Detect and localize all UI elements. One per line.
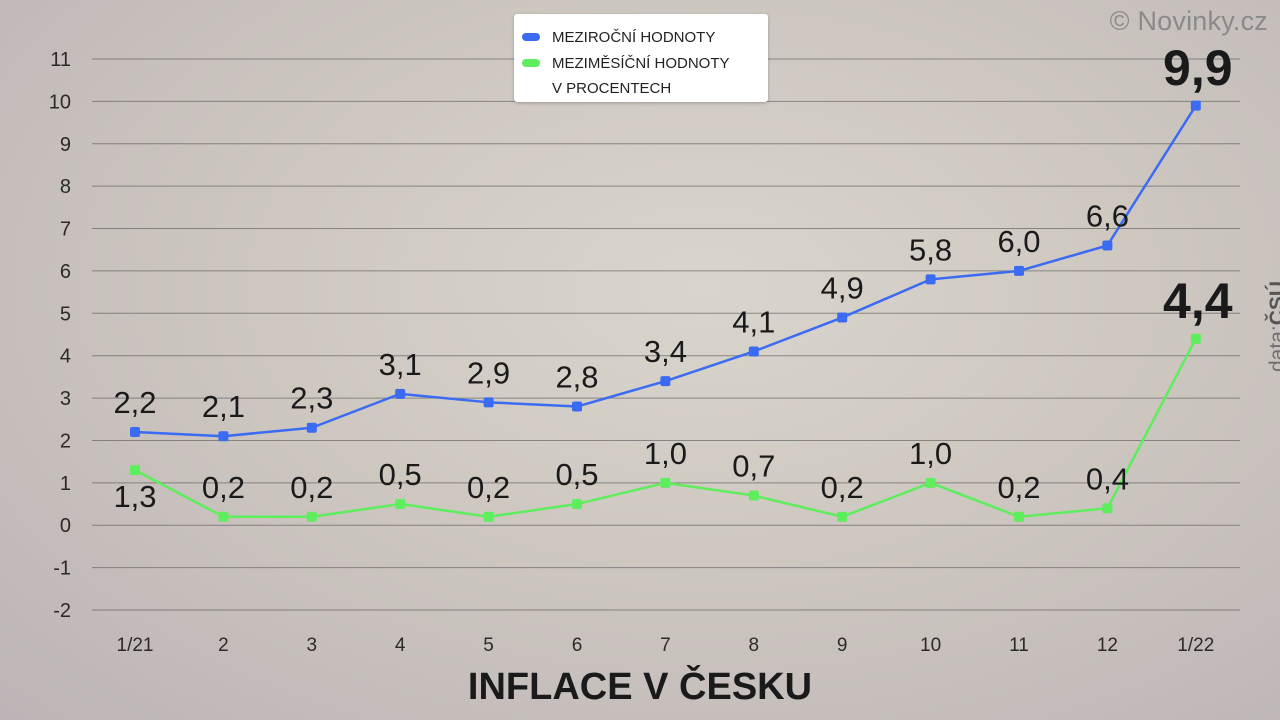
data-label-yoy: 2,1: [202, 389, 245, 424]
legend-item-yoy: MEZIROČNÍ HODNOTY: [522, 24, 760, 50]
data-label-mom: 1,0: [909, 436, 952, 471]
data-label-mom: 0,2: [290, 470, 333, 505]
data-point-yoy: [130, 426, 140, 437]
x-tick-label: 1/22: [1177, 635, 1214, 656]
data-label-mom: 0,5: [379, 457, 422, 492]
x-tick-label: 12: [1097, 635, 1118, 656]
legend: MEZIROČNÍ HODNOTY MEZIMĚSÍČNÍ HODNOTY V …: [514, 14, 768, 102]
data-source-name: ČSÚ: [1266, 280, 1280, 326]
y-tick-label: 1: [60, 473, 71, 495]
data-label-mom: 0,4: [1086, 461, 1129, 496]
data-point-mom: [1190, 333, 1201, 344]
data-label-yoy: 2,2: [113, 385, 156, 420]
x-tick-label: 9: [837, 635, 848, 656]
data-point-yoy: [748, 346, 759, 357]
data-label-mom: 0,2: [997, 470, 1040, 505]
x-tick-label: 7: [660, 635, 671, 656]
legend-label-yoy: MEZIROČNÍ HODNOTY: [552, 28, 716, 46]
y-tick-label: 10: [49, 91, 71, 113]
data-source-prefix: data:: [1266, 325, 1280, 372]
data-point-mom: [306, 511, 317, 522]
data-label-yoy: 5,8: [909, 232, 952, 267]
data-point-yoy: [837, 312, 848, 323]
x-tick-label: 3: [307, 635, 318, 656]
data-point-mom: [395, 499, 406, 510]
y-tick-label: 7: [60, 219, 71, 241]
data-label-yoy: 3,4: [644, 334, 687, 369]
data-point-mom: [130, 465, 140, 476]
y-tick-label: 4: [60, 346, 71, 368]
data-label-mom: 1,0: [644, 436, 687, 471]
data-point-yoy: [218, 431, 229, 442]
data-point-mom: [1102, 503, 1113, 514]
data-label-yoy: 6,0: [997, 224, 1040, 259]
data-point-yoy: [572, 401, 582, 412]
x-tick-label: 1/21: [117, 635, 154, 656]
y-tick-label: -2: [53, 600, 71, 622]
data-point-mom: [925, 477, 936, 488]
y-tick-label: 11: [50, 49, 71, 71]
data-label-yoy: 3,1: [379, 347, 422, 382]
legend-label-mom: MEZIMĚSÍČNÍ HODNOTY: [552, 54, 730, 72]
y-tick-label: 5: [60, 303, 71, 325]
data-point-yoy: [1102, 240, 1113, 251]
data-point-yoy: [395, 388, 406, 399]
legend-swatch-mom: [522, 59, 540, 67]
data-label-yoy: 2,9: [467, 355, 510, 390]
x-tick-label: 8: [749, 635, 760, 656]
y-tick-label: -1: [53, 558, 71, 580]
data-label-mom: 0,5: [555, 457, 598, 492]
x-tick-label: 11: [1009, 635, 1029, 656]
chart-title: INFLACE V ČESKU: [467, 666, 813, 708]
data-point-mom: [660, 477, 671, 488]
data-point-yoy: [483, 397, 494, 408]
data-point-mom: [218, 511, 229, 522]
y-tick-label: 3: [60, 388, 71, 410]
data-label-mom: 0,2: [202, 470, 245, 505]
data-label-yoy: 6,6: [1086, 198, 1129, 233]
data-point-mom: [1014, 511, 1024, 522]
data-label-yoy: 2,3: [290, 381, 333, 416]
data-label-mom: 0,7: [732, 449, 775, 484]
series-lines: [130, 100, 1201, 522]
y-axis-ticks: -2 -1 0 1 2 3 4 5 6 7 8 9 10 11: [49, 49, 71, 622]
y-tick-label: 8: [60, 176, 71, 198]
y-tick-label: 2: [60, 430, 71, 452]
data-label-yoy: 4,9: [821, 271, 864, 306]
data-label-mom: 4,4: [1163, 273, 1233, 329]
brand-logo: © Novinky.cz: [1109, 6, 1268, 36]
data-point-yoy: [660, 376, 671, 387]
y-tick-label: 9: [60, 134, 71, 156]
x-tick-label: 2: [218, 635, 229, 656]
data-source: data:ČSÚ: [1266, 281, 1280, 372]
y-tick-label: 0: [60, 515, 71, 537]
data-point-yoy: [306, 422, 317, 433]
legend-item-mom: MEZIMĚSÍČNÍ HODNOTY: [522, 50, 760, 76]
data-label-yoy: 2,8: [555, 360, 598, 395]
x-tick-label: 4: [395, 635, 406, 656]
x-tick-label: 5: [483, 635, 494, 656]
data-label-mom: 1,3: [113, 479, 156, 514]
legend-label-unit: V PROCENTECH: [552, 80, 672, 97]
data-point-yoy: [925, 274, 936, 285]
data-label-mom: 0,2: [821, 470, 864, 505]
data-point-mom: [748, 490, 759, 501]
data-label-yoy: 9,9: [1163, 40, 1233, 96]
data-point-yoy: [1014, 265, 1024, 276]
data-point-mom: [837, 511, 848, 522]
data-label-mom: 0,2: [467, 470, 510, 505]
data-point-yoy: [1190, 100, 1201, 111]
legend-swatch-yoy: [522, 33, 540, 41]
x-tick-label: 10: [920, 635, 941, 656]
data-label-yoy: 4,1: [732, 304, 775, 339]
y-tick-label: 6: [60, 261, 71, 283]
data-point-mom: [572, 499, 582, 510]
data-point-mom: [483, 511, 494, 522]
x-tick-label: 6: [572, 635, 583, 656]
x-axis-ticks: 1/21 2 3 4 5 6 7 8 9 10 11 12 1/22: [117, 635, 1215, 656]
data-labels: 2,2 2,1 2,3 3,1 2,9 2,8 3,4 4,1 4,9 5,8 6,0 6,6 9,9 1…: [113, 40, 1232, 514]
